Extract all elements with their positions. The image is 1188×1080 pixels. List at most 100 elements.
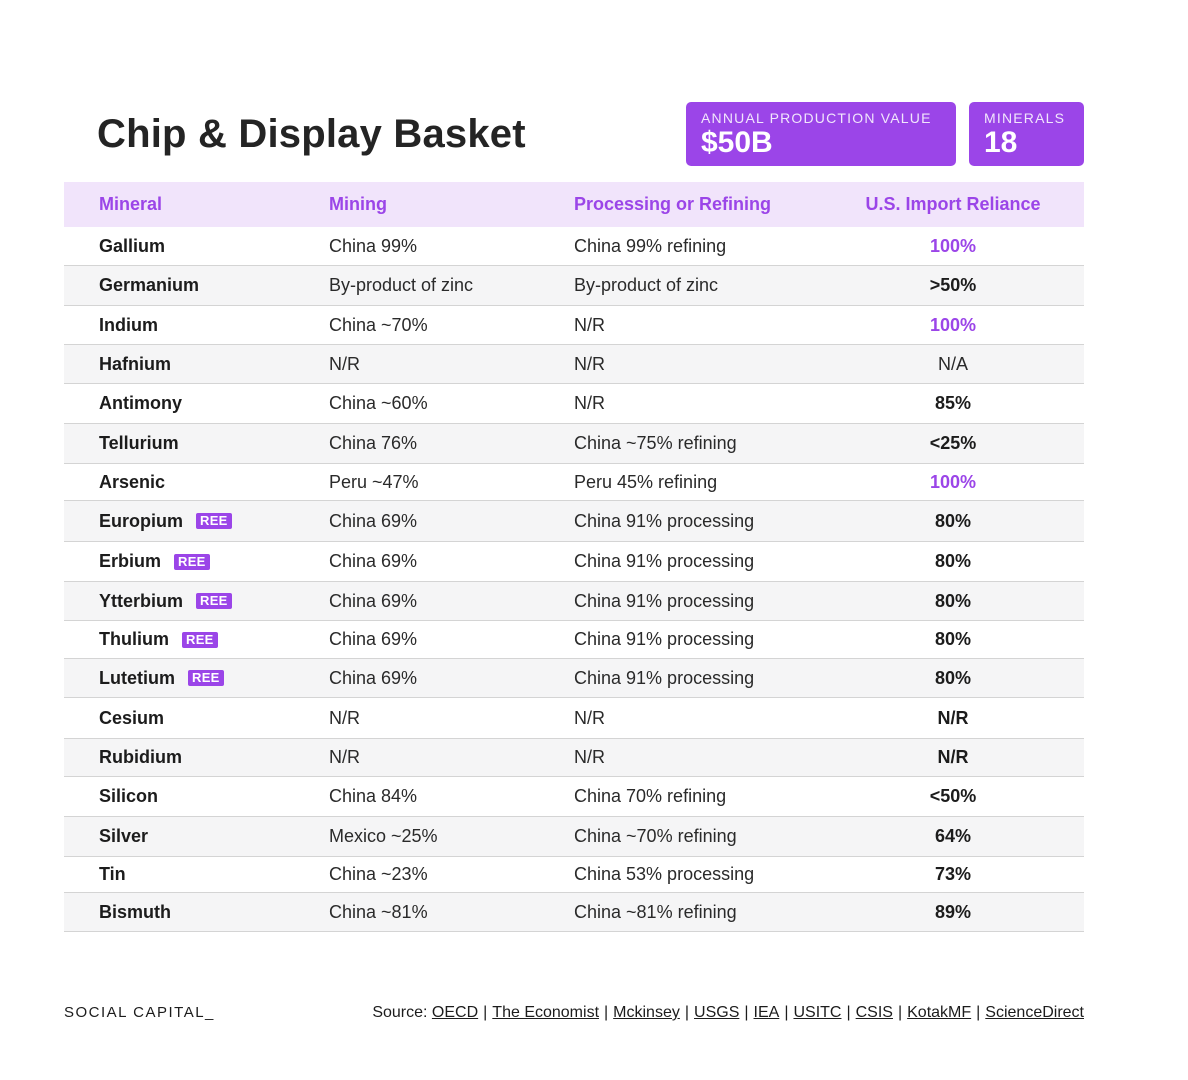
mineral-cell: Arsenic [99, 472, 165, 493]
mineral-cell: Gallium [99, 236, 165, 257]
mineral-name: Antimony [99, 393, 182, 413]
mineral-name: Ytterbium [99, 590, 184, 611]
processing-cell: China ~75% refining [574, 433, 737, 453]
processing-cell: N/R [574, 393, 605, 413]
mineral-name: Cesium [99, 707, 165, 728]
import-reliance-cell: 80% [934, 629, 972, 649]
processing-cell: China ~70% refining [574, 826, 737, 846]
import-reliance-cell: N/A [937, 353, 968, 374]
import-reliance-cell: 80% [934, 551, 972, 571]
mineral-cell: Bismuth [99, 902, 171, 923]
mining-cell: By-product of zinc [329, 275, 474, 295]
mining-cell: N/R [329, 353, 360, 374]
source-link[interactable]: ScienceDirect [985, 1004, 1084, 1021]
source-link[interactable]: Mckinsey [613, 1004, 680, 1021]
mineral-name: Lutetium [99, 667, 175, 688]
mineral-name: Tin [99, 864, 126, 884]
source-separator: | [604, 1004, 609, 1021]
table-row: Silver Mexico ~25% China ~70% refining 64% [64, 817, 1084, 857]
mining-cell: China ~81% [329, 901, 428, 922]
table-row: Cesium N/R N/R N/R [64, 698, 1084, 739]
import-reliance-cell: 80% [934, 510, 972, 531]
mineral-cell: Thulium REE [99, 629, 218, 650]
mineral-cell: Tellurium [99, 433, 179, 454]
mining-cell: China ~60% [329, 393, 428, 413]
header-processing: Processing or Refining [574, 194, 772, 214]
mining-cell: China 69% [329, 629, 418, 649]
mineral-cell: Erbium REE [99, 551, 210, 572]
mining-cell: China 69% [329, 510, 418, 531]
source-separator: | [784, 1004, 789, 1021]
mineral-cell: Hafnium [99, 354, 171, 375]
source-separator: | [744, 1004, 749, 1021]
import-reliance-cell: <25% [929, 433, 977, 453]
table-row: Ytterbium REE China 69% China 91% processin… [64, 582, 1084, 621]
production-value-label: ANNUAL PRODUCTION VALUE [701, 110, 932, 126]
mineral-name: Gallium [99, 235, 166, 256]
import-reliance-cell: 80% [934, 667, 972, 688]
mineral-name: Bismuth [99, 901, 171, 922]
mining-cell: China 69% [329, 667, 418, 688]
mineral-name: Erbium [99, 551, 162, 571]
source-link[interactable]: USGS [694, 1004, 740, 1021]
table-row: Germanium By-product of zinc By-product of… [64, 266, 1084, 306]
mining-cell: China 76% [329, 433, 418, 453]
mineral-name: Thulium [99, 629, 169, 649]
mineral-name: Hafnium [99, 353, 171, 374]
source-label: Source: [372, 1004, 428, 1021]
mining-cell: China ~23% [329, 864, 428, 884]
ree-badge: REE [174, 553, 210, 570]
source-separator: | [976, 1004, 981, 1021]
mining-cell: China 69% [329, 551, 418, 571]
processing-cell: China 53% processing [574, 864, 755, 884]
minerals-count-label: MINERALS [984, 110, 1066, 126]
table-row: Bismuth China ~81% China ~81% refining 89% [64, 893, 1084, 932]
header-mining: Mining [329, 194, 387, 214]
production-value-card: ANNUAL PRODUCTION VALUE $50B [686, 102, 956, 166]
mineral-name: Arsenic [99, 471, 166, 492]
source-link[interactable]: The Economist [492, 1004, 600, 1021]
processing-cell: China 99% refining [574, 235, 727, 256]
mineral-cell: Antimony [99, 393, 182, 414]
mining-cell: China ~70% [329, 314, 428, 335]
processing-cell: N/R [574, 353, 605, 374]
import-reliance-cell: 100% [929, 314, 977, 335]
source-separator: | [897, 1004, 903, 1021]
mineral-cell: Indium [99, 315, 158, 336]
mineral-name: Silicon [99, 786, 159, 806]
import-reliance-cell: 64% [934, 826, 972, 846]
mining-cell: China 99% [329, 235, 418, 256]
mineral-name: Silver [99, 826, 149, 846]
mineral-name: Rubidium [99, 747, 182, 767]
table-row: Gallium China 99% China 99% refining 100% [64, 227, 1084, 266]
mineral-name: Europium [99, 510, 183, 531]
ree-badge: REE [188, 670, 224, 686]
source-links: OECD | The Economist | Mckinsey | USGS | IEA | USI… [432, 1004, 1084, 1021]
import-reliance-cell: >50% [929, 275, 977, 295]
header-mineral: Mineral [99, 194, 163, 214]
header-import-reliance: U.S. Import Reliance [865, 194, 1041, 214]
import-reliance-cell: 85% [934, 393, 972, 413]
table-row: Arsenic Peru ~47% Peru 45% refining 100% [64, 464, 1084, 501]
processing-cell: Peru 45% refining [574, 471, 718, 492]
table-row: Lutetium REE China 69% China 91% processing… [64, 659, 1084, 698]
mineral-name: Indium [99, 314, 158, 335]
ree-badge: REE [182, 631, 218, 648]
import-reliance-cell: N/R [937, 707, 969, 728]
source-link[interactable]: OECD [431, 1004, 479, 1021]
ree-badge: REE [196, 593, 232, 609]
import-reliance-cell: 100% [929, 471, 977, 492]
table-row: Tin China ~23% China 53% processing 73% [64, 857, 1084, 893]
table-row: Indium China ~70% N/R 100% [64, 306, 1084, 345]
table-header: Mineral Mining Processing or Refining U.… [64, 182, 1084, 227]
source-link[interactable]: IEA [753, 1004, 780, 1021]
source-link[interactable]: CSIS [855, 1004, 893, 1021]
mining-cell: Mexico ~25% [329, 826, 438, 846]
mineral-cell: Tin [99, 864, 126, 885]
mineral-cell: Rubidium [99, 747, 182, 768]
source-link[interactable]: USITC [793, 1004, 842, 1021]
mineral-cell: Ytterbium REE [99, 591, 232, 612]
source-separator: | [846, 1004, 851, 1021]
table-row: Thulium REE China 69% China 91% processing 8… [64, 621, 1084, 659]
source-link[interactable]: KotakMF [907, 1004, 972, 1021]
